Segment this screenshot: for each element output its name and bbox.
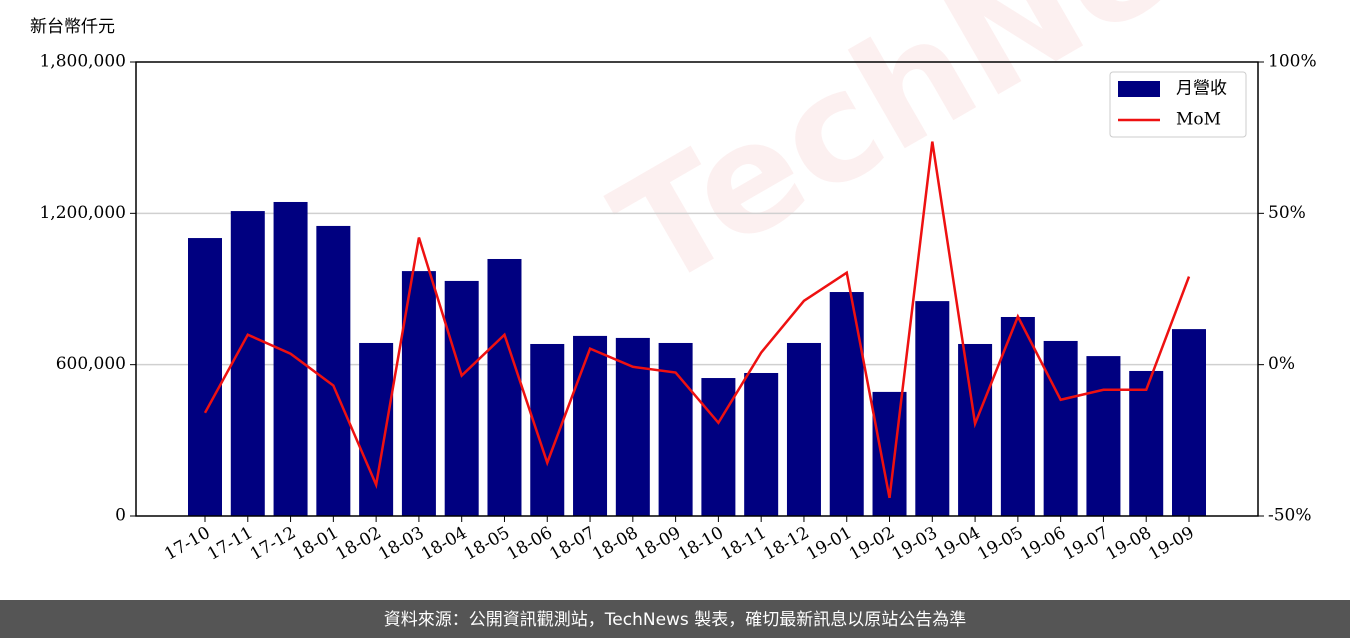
x-tick-label: 18-05 (461, 523, 513, 565)
bar (915, 301, 950, 516)
bar (1086, 356, 1121, 516)
x-tick-label: 19-05 (974, 523, 1026, 565)
bar (658, 342, 693, 516)
footer: 資料來源：公開資訊觀測站，TechNews 製表，確切最新訊息以原站公告為準 (384, 610, 966, 630)
bar (958, 343, 993, 516)
bar (444, 280, 479, 516)
bar (1129, 370, 1164, 516)
bar (573, 335, 608, 516)
legend-swatch (1118, 81, 1160, 97)
x-tick-label: 19-01 (803, 523, 855, 565)
bar (188, 238, 222, 516)
x-tick-label: 17-12 (247, 523, 299, 565)
x-tick-label: 19-08 (1103, 523, 1155, 565)
bar (1000, 316, 1035, 516)
y-axis-unit: 新台幣仟元 (30, 17, 115, 37)
x-tick-label: 18-06 (504, 523, 556, 565)
y2-tick-label: 100% (1268, 52, 1317, 72)
bar (316, 225, 351, 516)
x-tick-label: 19-02 (846, 523, 898, 565)
bar (1172, 329, 1206, 516)
x-tick-label: 19-07 (1060, 523, 1112, 565)
x-tick-label: 19-09 (1145, 523, 1197, 565)
y-tick-label: 1,200,000 (39, 203, 126, 223)
bar (359, 342, 394, 516)
y-tick-label: 1,800,000 (39, 52, 126, 72)
bar (829, 292, 864, 516)
x-tick-label: 17-11 (204, 523, 256, 565)
bar (701, 378, 736, 516)
x-tick-label: 18-12 (760, 523, 812, 565)
x-tick-label: 18-02 (332, 523, 384, 565)
y-tick-label: 0 (115, 506, 126, 526)
x-tick-label: 18-01 (290, 523, 342, 565)
watermark: TechNews (588, 0, 1350, 322)
x-tick-label: 18-07 (546, 523, 598, 565)
x-tick-label: 19-04 (931, 523, 983, 565)
x-tick-label: 18-08 (589, 523, 641, 565)
x-tick-label: 19-03 (889, 523, 941, 565)
bar (744, 372, 779, 516)
x-tick-label: 18-04 (418, 523, 470, 565)
y2-tick-label: -50% (1268, 506, 1312, 526)
bar (273, 201, 308, 516)
x-tick-label: 17-10 (161, 523, 213, 565)
y2-tick-label: 50% (1268, 203, 1306, 223)
legend-label: MoM (1176, 110, 1221, 130)
x-tick-label: 19-06 (1017, 523, 1069, 565)
bar (1043, 340, 1078, 516)
bar (786, 342, 821, 516)
footer-bar (0, 600, 1350, 638)
line (203, 141, 1191, 499)
y2-tick-label: 0% (1268, 354, 1295, 374)
plot-frame (135, 61, 1259, 517)
bar (230, 211, 265, 516)
legend-label: 月營收 (1176, 79, 1227, 99)
y-tick-label: 600,000 (56, 354, 126, 374)
bar (487, 258, 522, 516)
x-tick-label: 18-09 (632, 523, 684, 565)
x-tick-label: 18-03 (375, 523, 427, 565)
x-tick-label: 18-11 (717, 523, 769, 565)
x-tick-label: 18-10 (675, 523, 727, 565)
bar (401, 271, 436, 516)
bar (615, 337, 650, 516)
